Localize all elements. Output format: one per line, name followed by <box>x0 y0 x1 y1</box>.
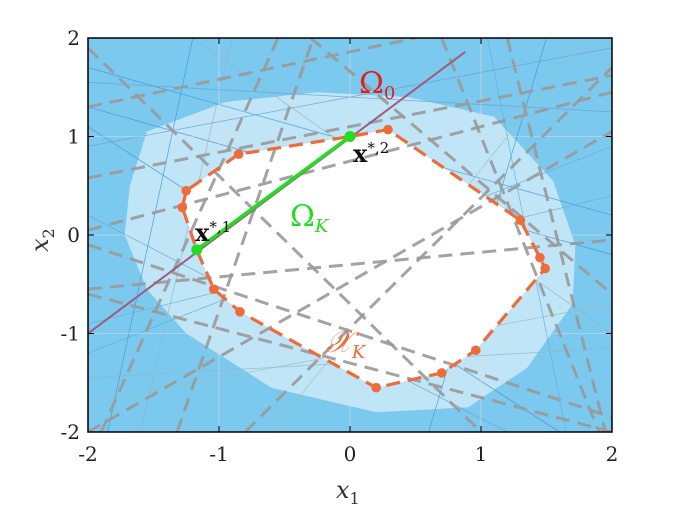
xstar1-label: x*,1 <box>195 218 231 247</box>
constraint-line <box>175 38 315 432</box>
xk-vertex-marker <box>540 263 550 274</box>
xk-vertex-marker <box>181 185 192 196</box>
xk-vertex-marker <box>235 307 245 317</box>
constraint-line <box>88 243 612 419</box>
constraint-line <box>88 38 416 109</box>
xstar2-point <box>344 131 356 142</box>
x-axis-ticks: -2 -1 0 1 2 <box>78 38 618 466</box>
y-tick-label: 1 <box>67 125 80 149</box>
x-tick-label: 1 <box>475 442 488 466</box>
xk-vertex-markers <box>177 124 550 393</box>
xk-vertex-marker <box>208 284 219 294</box>
y-tick-label: 2 <box>67 26 80 50</box>
constraint-line <box>244 66 612 432</box>
xstar1-point <box>191 244 203 256</box>
xk-vertex-marker <box>515 215 526 226</box>
x-axis-label: x1 <box>336 476 360 508</box>
xk-vertex-marker <box>470 345 481 356</box>
y-tick-label: 0 <box>67 223 80 247</box>
xk-vertex-marker <box>371 382 382 393</box>
x-tick-label: 2 <box>606 442 619 466</box>
omegaK-label: ΩK <box>290 199 330 237</box>
y-tick-label: -2 <box>61 420 80 444</box>
constraint-line <box>99 38 280 432</box>
y-axis-ticks: -2 -1 0 1 2 <box>61 26 612 444</box>
omegaK-segment <box>195 135 352 252</box>
y-tick-label: -1 <box>61 322 80 346</box>
xstar2-label: x*,2 <box>353 139 389 168</box>
xk-vertex-marker <box>436 368 447 378</box>
constraint-line <box>88 90 612 232</box>
constraint-line <box>505 38 607 432</box>
constraint-line <box>88 292 612 432</box>
plot-area <box>87 37 613 433</box>
constraint-line <box>88 46 483 432</box>
omega0-label: Ω0 <box>359 66 395 104</box>
x-tick-label: -1 <box>209 442 228 466</box>
constraint-line <box>88 73 612 180</box>
xk-vertex-marker <box>535 252 545 263</box>
constraint-line <box>440 38 601 432</box>
y-axis-label: x2 <box>26 228 58 252</box>
xk-vertex-marker <box>177 202 188 213</box>
x-tick-label: 0 <box>344 442 357 466</box>
xk-vertex-marker <box>383 124 393 135</box>
xk-vertex-marker <box>233 149 244 160</box>
constraint-line <box>88 130 612 432</box>
x-tick-label: -2 <box>78 442 97 466</box>
xk-label: 𝒳K <box>326 325 367 363</box>
constraint-lines <box>88 38 612 432</box>
